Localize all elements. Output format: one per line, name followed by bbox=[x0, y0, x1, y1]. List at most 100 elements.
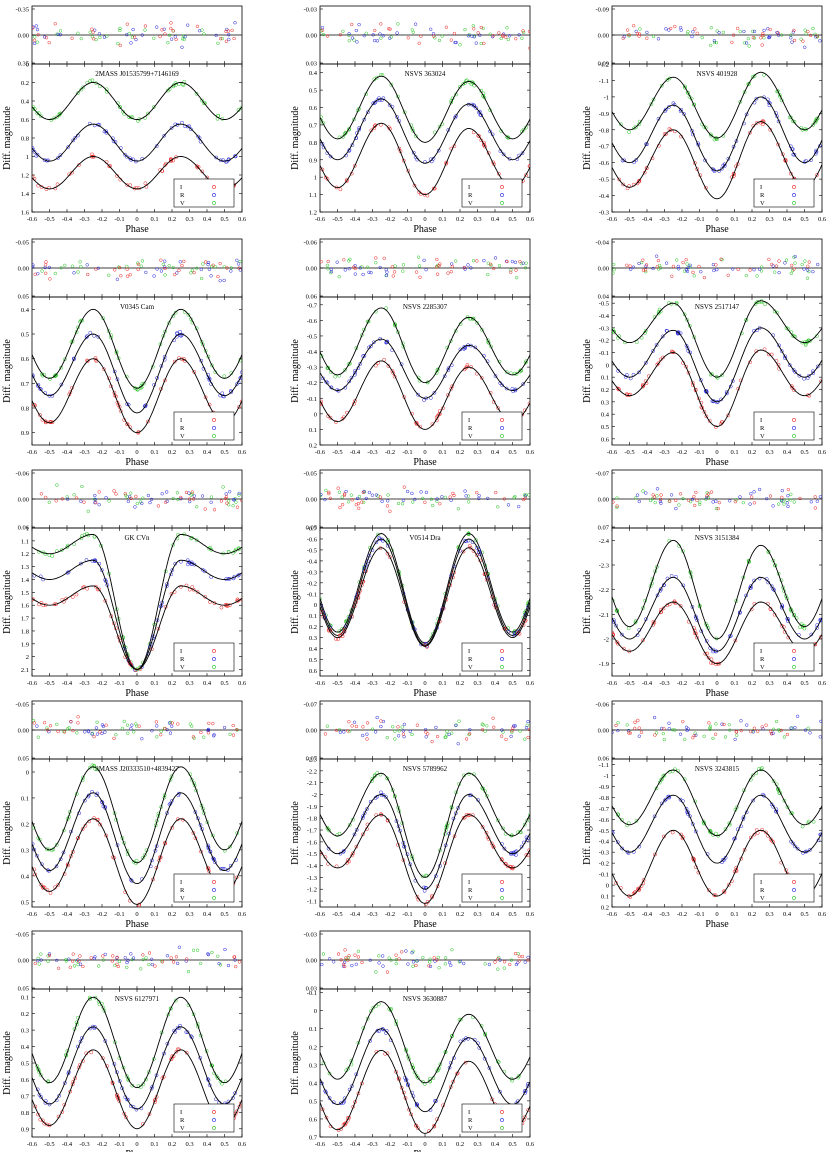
residual-point-V bbox=[505, 26, 509, 30]
y-tick-label: 0.7 bbox=[21, 381, 30, 388]
residual-point-V bbox=[201, 262, 205, 266]
data-point-R bbox=[58, 153, 63, 158]
data-point-I bbox=[343, 1122, 347, 1127]
data-point-R bbox=[809, 632, 814, 637]
residual-point-I bbox=[379, 719, 383, 723]
residual-point-I bbox=[417, 41, 421, 45]
data-point-V bbox=[343, 130, 348, 135]
data-point-V bbox=[376, 532, 380, 537]
data-points bbox=[32, 308, 242, 435]
legend-label-R: R bbox=[760, 887, 765, 894]
residual-point-V bbox=[107, 273, 111, 277]
data-point-R bbox=[385, 340, 389, 344]
residual-point-V bbox=[190, 492, 194, 496]
data-point-V bbox=[406, 1054, 410, 1059]
data-point-V bbox=[518, 830, 523, 834]
residual-point-I bbox=[171, 29, 175, 33]
residual-point-R bbox=[423, 727, 428, 732]
residual-point-R bbox=[762, 28, 766, 33]
x-tick-label: -0.6 bbox=[315, 680, 326, 687]
data-point-I bbox=[748, 130, 752, 135]
x-tick-label: -0.1 bbox=[694, 216, 704, 223]
y-tick-label: 0 bbox=[26, 769, 29, 776]
residual-point-I bbox=[231, 733, 236, 737]
residual-point-R bbox=[715, 267, 719, 272]
data-point-I bbox=[496, 171, 501, 176]
residual-point-I bbox=[169, 26, 173, 31]
data-point-I bbox=[510, 866, 514, 871]
y-tick-label: 0.6 bbox=[309, 1116, 318, 1123]
legend-marker-R bbox=[792, 193, 796, 197]
residual-point-R bbox=[731, 267, 735, 271]
residual-point-R bbox=[123, 956, 127, 960]
y-tick-label: -2.2 bbox=[307, 768, 317, 775]
residual-point-V bbox=[202, 735, 206, 739]
residual-point-I bbox=[169, 956, 173, 960]
residual-point-I bbox=[521, 497, 526, 502]
data-point-V bbox=[343, 367, 348, 372]
residual-point-V bbox=[79, 36, 83, 41]
residual-point-V bbox=[499, 36, 503, 41]
residual-point-R bbox=[149, 497, 154, 502]
legend-label-V: V bbox=[760, 895, 765, 902]
residual-point-I bbox=[224, 29, 228, 34]
y-tick-label: -0.1 bbox=[307, 591, 317, 598]
data-point-I bbox=[133, 668, 138, 673]
residual-point-V bbox=[105, 34, 109, 38]
residual-point-R bbox=[222, 725, 227, 730]
data-point-I bbox=[102, 367, 106, 372]
residual-point-R bbox=[126, 499, 131, 504]
x-tick-label: 0.4 bbox=[203, 680, 212, 687]
y-tick-label: -0.6 bbox=[599, 160, 610, 167]
y-tick-label: -1.8 bbox=[307, 816, 317, 823]
x-tick-label: -0.6 bbox=[27, 680, 38, 687]
legend-marker-R bbox=[500, 1118, 504, 1122]
x-tick-label: 0.1 bbox=[730, 680, 738, 687]
residual-point-I bbox=[136, 267, 140, 272]
residual-point-V bbox=[346, 500, 351, 504]
residual-point-I bbox=[230, 28, 234, 33]
legend-label-V: V bbox=[180, 1125, 185, 1132]
residual-point-R bbox=[674, 506, 678, 511]
residual-point-I bbox=[414, 963, 418, 968]
data-point-R bbox=[236, 573, 240, 578]
data-point-V bbox=[228, 844, 232, 849]
model-curve-V bbox=[32, 82, 242, 120]
x-tick-label: -0.5 bbox=[44, 216, 54, 223]
data-point-I bbox=[764, 830, 768, 835]
data-point-R bbox=[477, 550, 481, 554]
residual-point-V bbox=[387, 956, 391, 960]
data-point-I bbox=[70, 1082, 75, 1087]
data-point-R bbox=[500, 383, 505, 388]
residual-point-I bbox=[734, 730, 738, 734]
model-curve-V bbox=[320, 1001, 530, 1084]
residual-point-I bbox=[499, 734, 504, 738]
residual-point-R bbox=[631, 265, 636, 269]
residual-point-V bbox=[677, 503, 681, 507]
residual-point-I bbox=[526, 958, 530, 962]
residual-point-V bbox=[458, 43, 462, 47]
data-point-R bbox=[704, 390, 709, 395]
x-axis-label: Phase bbox=[125, 457, 149, 468]
data-point-V bbox=[117, 105, 122, 109]
x-tick-label: 0.6 bbox=[526, 1141, 535, 1148]
residual-point-R bbox=[815, 499, 819, 503]
residual-point-I bbox=[350, 724, 354, 728]
x-tick-label: 0.6 bbox=[526, 449, 535, 456]
y-tick-label: -1.5 bbox=[307, 851, 317, 858]
data-point-R bbox=[100, 799, 104, 804]
residual-point-R bbox=[803, 728, 808, 732]
x-tick-label: 0 bbox=[135, 216, 138, 223]
residual-point-V bbox=[389, 958, 393, 962]
residual-point-I bbox=[323, 732, 328, 736]
data-point-R bbox=[47, 869, 51, 873]
data-point-R bbox=[487, 1066, 492, 1070]
legend-label-R: R bbox=[180, 656, 185, 663]
panel-title: NSVS 3630887 bbox=[403, 995, 448, 1003]
residual-point-I bbox=[191, 497, 196, 501]
residual-point-I bbox=[338, 33, 343, 37]
residual-tick-label: 0.03 bbox=[306, 986, 317, 993]
data-point-R bbox=[675, 330, 680, 335]
data-point-R bbox=[87, 121, 92, 126]
